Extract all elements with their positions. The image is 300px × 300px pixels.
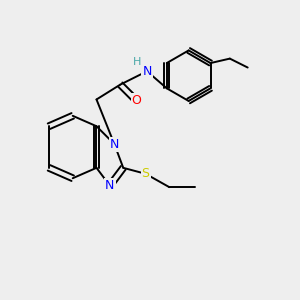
Text: O: O [132,94,142,107]
Text: N: N [142,65,152,78]
Text: S: S [142,167,149,180]
Text: N: N [105,179,115,192]
Text: N: N [110,138,119,151]
Text: H: H [132,57,141,67]
